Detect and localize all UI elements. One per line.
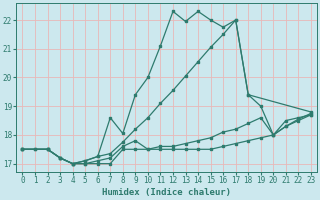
X-axis label: Humidex (Indice chaleur): Humidex (Indice chaleur)	[102, 188, 231, 197]
